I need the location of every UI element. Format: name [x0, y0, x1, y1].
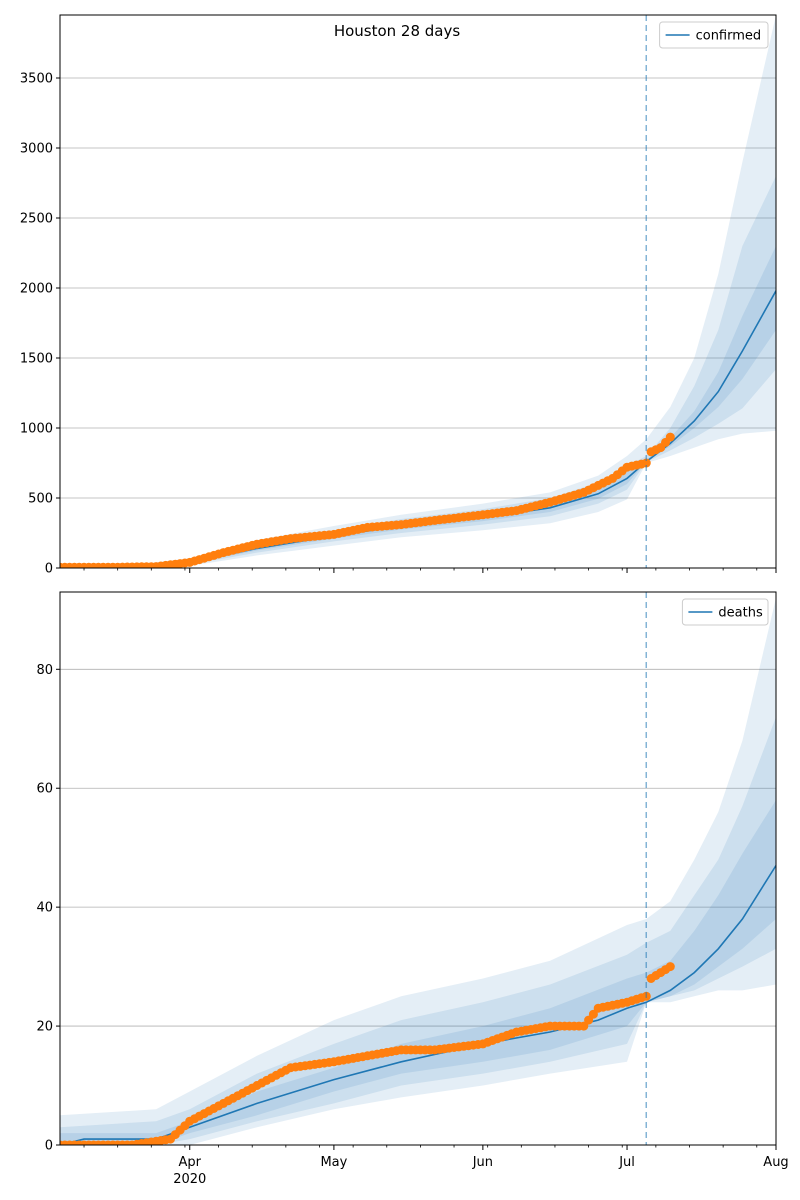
data-point	[588, 1009, 598, 1019]
legend: deaths	[681, 598, 769, 626]
chart-title: Houston 28 days	[334, 22, 461, 40]
band-outer	[60, 15, 776, 568]
y-tick-label: 1000	[20, 422, 53, 437]
data-point	[579, 1021, 589, 1031]
data-point	[665, 432, 675, 442]
x-tick-label: Jun	[472, 1155, 493, 1170]
axes-frame	[59, 14, 777, 569]
y-tick-label: 3500	[20, 72, 53, 87]
legend: confirmed	[659, 21, 769, 49]
legend-box	[659, 21, 769, 49]
data-point	[665, 962, 675, 972]
y-tick-label: 80	[36, 663, 53, 678]
plot-area	[60, 597, 776, 1145]
axes-frame	[59, 591, 777, 1146]
legend-box	[681, 598, 769, 626]
x-tick-label: May	[320, 1155, 347, 1170]
y-tick-label: 20	[36, 1020, 53, 1035]
y-tick-label: 500	[28, 492, 53, 507]
data-point	[641, 458, 651, 468]
y-tick-label: 40	[36, 901, 53, 916]
deaths-panel: 0 20 40 60 80 Apr 2020 May Jun Jul Aug deaths	[36, 591, 789, 1187]
y-tick-label: 1500	[20, 352, 53, 367]
y-tick-label: 2000	[20, 282, 53, 297]
y-tick-label: 2500	[20, 212, 53, 227]
plot-area	[60, 15, 776, 568]
x-tick-label: Aug	[763, 1155, 788, 1170]
confirmed-panel: 0 500 1000 1500 2000 2500 3000 3500 confirmed	[20, 14, 777, 577]
y-tick-label: 60	[36, 782, 53, 797]
y-tick-label: 0	[45, 1139, 53, 1154]
x-tick-label: Jul	[618, 1155, 635, 1170]
band-middle	[60, 716, 776, 1145]
y-tick-label: 3000	[20, 142, 53, 157]
x-tick-label: Apr	[178, 1155, 201, 1170]
band-middle	[60, 176, 776, 568]
legend-label: deaths	[718, 606, 763, 621]
y-tick-label: 0	[45, 562, 53, 577]
x-tick-sublabel: 2020	[173, 1172, 206, 1187]
legend-label: confirmed	[696, 29, 762, 44]
